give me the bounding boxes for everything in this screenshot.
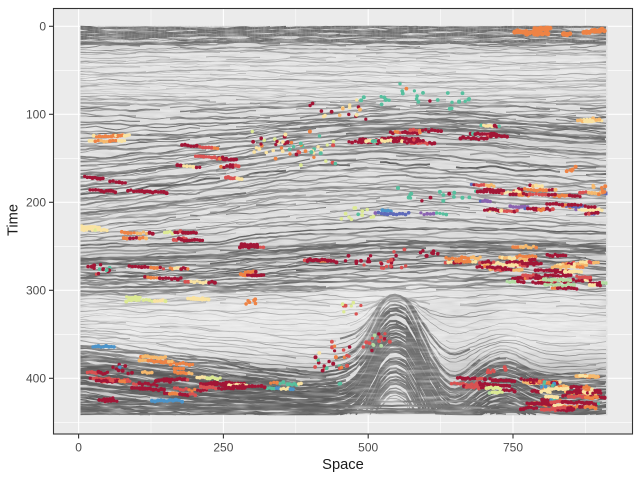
svg-text:250: 250: [213, 441, 233, 455]
svg-text:200: 200: [26, 196, 46, 210]
svg-text:750: 750: [503, 441, 523, 455]
svg-text:0: 0: [39, 20, 46, 34]
svg-text:500: 500: [358, 441, 378, 455]
svg-text:Space: Space: [322, 457, 364, 473]
svg-text:300: 300: [26, 284, 46, 298]
svg-text:400: 400: [26, 372, 46, 386]
svg-text:100: 100: [26, 108, 46, 122]
svg-text:0: 0: [75, 441, 82, 455]
svg-text:Time: Time: [6, 204, 22, 236]
